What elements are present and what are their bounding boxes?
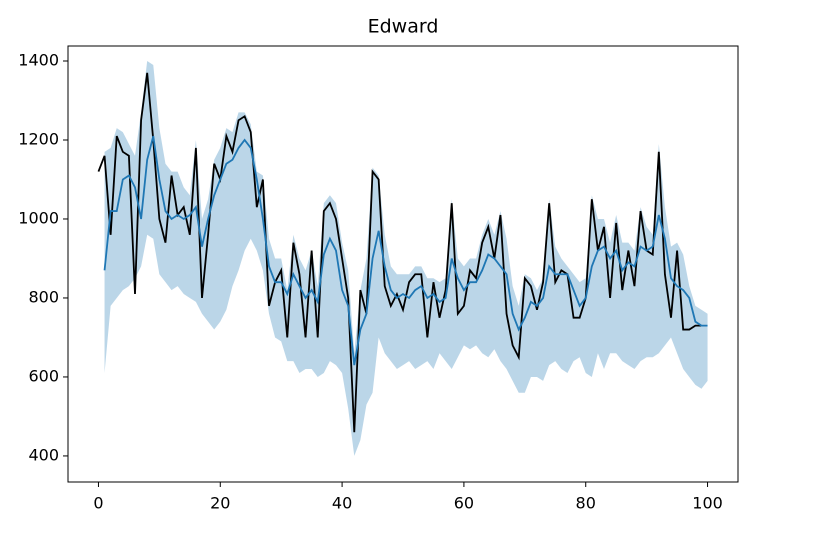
x-tick-label: 20: [210, 494, 230, 513]
x-tick-label: 100: [692, 494, 723, 513]
y-tick-label: 1400: [18, 51, 59, 70]
y-tick-label: 400: [28, 445, 59, 464]
chart-title: Edward: [368, 16, 439, 38]
y-tick-label: 1000: [18, 208, 59, 227]
x-tick-label: 60: [454, 494, 474, 513]
confidence-band: [104, 61, 708, 456]
y-tick-label: 1200: [18, 129, 59, 148]
x-tick-label: 0: [93, 494, 103, 513]
plot-frame: [67, 45, 739, 483]
y-tick-label: 600: [28, 366, 59, 385]
series-line: [103, 135, 708, 366]
x-tick-label: 80: [576, 494, 596, 513]
y-tick-label: 800: [28, 287, 59, 306]
x-tick-label: 40: [332, 494, 352, 513]
